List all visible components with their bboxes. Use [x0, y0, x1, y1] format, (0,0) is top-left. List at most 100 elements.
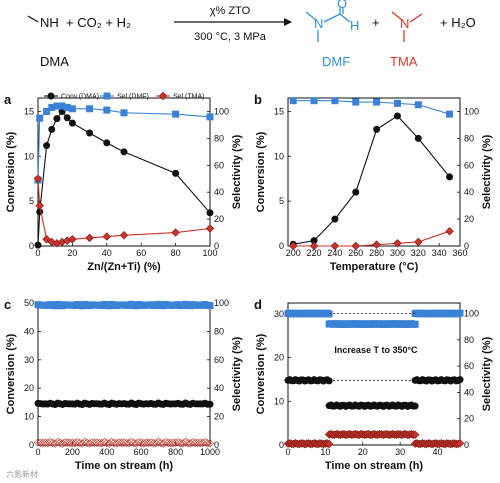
data-point — [414, 237, 423, 247]
data-point — [414, 101, 422, 109]
y-tick-label: 30 — [24, 355, 34, 365]
y2-tick-label: 80 — [464, 335, 474, 345]
dmf-n-text: N — [314, 16, 323, 31]
y-tick-label: 10 — [24, 151, 34, 161]
data-point — [156, 438, 166, 448]
x-tick-label: 340 — [432, 248, 447, 258]
data-point — [112, 439, 121, 448]
data-point — [120, 109, 128, 117]
x-tick-label: 80 — [171, 248, 181, 258]
x-tick-label: 20 — [358, 447, 368, 457]
x-axis-label: Zn/(Zn+Ti) (%) — [87, 261, 161, 273]
y-axis-label: Conversion (%) — [255, 131, 267, 212]
reagents-text: + CO₂ + H₂ — [66, 15, 131, 30]
data-point — [43, 107, 51, 115]
chart-panel-c: c0 200 400 600 800 10000102030405002040608010… — [4, 297, 243, 472]
tma-n-text: N — [400, 16, 409, 31]
x-tick-label: 40 — [102, 248, 112, 258]
y-tick-label: 40 — [24, 326, 34, 336]
data-point — [80, 437, 89, 447]
data-point — [393, 239, 402, 248]
water-text: + H₂O — [440, 15, 476, 30]
data-point — [186, 439, 195, 448]
x-tick-label: 1000 — [200, 447, 220, 457]
series-line — [293, 115, 451, 245]
y-tick-label: 10 — [274, 151, 284, 161]
dma-nh-text: NH — [40, 15, 59, 30]
y2-axis-label: Selectivity (%) — [481, 336, 493, 411]
legend-label: Sel.(TMA) — [173, 94, 205, 101]
data-point — [85, 439, 94, 448]
data-point — [105, 439, 114, 448]
data-point — [331, 97, 339, 105]
data-point — [183, 438, 193, 448]
x-tick-label: 600 — [134, 447, 149, 457]
data-point — [122, 438, 131, 448]
data-point — [456, 376, 464, 384]
data-point — [193, 438, 202, 448]
data-point — [132, 439, 141, 448]
data-point — [411, 320, 419, 328]
x-tick-label: 40 — [433, 447, 443, 457]
data-point — [173, 438, 183, 447]
data-point — [33, 438, 43, 447]
y2-tick-label: 20 — [464, 214, 474, 224]
data-point — [195, 438, 205, 448]
data-point — [117, 438, 126, 448]
data-point — [102, 438, 112, 448]
y2-axis-label: Selectivity (%) — [481, 134, 493, 209]
plus-text: + — [372, 15, 380, 30]
data-point — [205, 439, 215, 448]
data-point — [288, 241, 298, 251]
data-point — [73, 438, 82, 447]
data-point — [86, 129, 94, 137]
data-point — [191, 438, 200, 448]
data-point — [100, 437, 109, 447]
data-point — [68, 105, 76, 113]
data-point — [206, 113, 214, 121]
dmf-h-text: H — [350, 18, 359, 33]
data-point — [55, 438, 65, 448]
data-point — [372, 240, 381, 249]
y-tick-label: 10 — [274, 396, 284, 406]
data-point — [414, 134, 422, 142]
legend-marker — [103, 92, 111, 100]
y2-tick-label: 40 — [464, 187, 474, 197]
data-point — [36, 114, 44, 122]
y2-tick-label: 0 — [214, 440, 219, 450]
y2-tick-label: 60 — [464, 160, 474, 170]
data-point — [411, 402, 419, 410]
legend-marker — [158, 91, 168, 101]
data-point — [127, 437, 136, 447]
data-point — [181, 437, 190, 447]
y2-tick-label: 20 — [214, 412, 224, 422]
x-tick-label: 0 — [35, 248, 40, 258]
data-point — [139, 438, 148, 448]
x-axis-label: Temperature (°C) — [330, 261, 419, 273]
x-tick-label: 30 — [395, 447, 405, 457]
chart-panel-a: a0 20 40 60 80 100051015020406080100Zn/(Zn+Ti… — [4, 91, 243, 273]
chart-panel-d: d 0 10 20 30 40 0 10 20 30 0 20 40 60 80 100 Time on str… — [254, 297, 493, 472]
x-tick-label: 20 — [67, 248, 77, 258]
x-tick-label: 800 — [168, 447, 183, 457]
y2-tick-label: 100 — [464, 309, 479, 319]
dmf-structure: N O H — [305, 0, 359, 42]
y2-axis-label: Selectivity (%) — [231, 134, 243, 209]
y2-tick-label: 0 — [464, 440, 469, 450]
x-tick-label: 360 — [452, 248, 467, 258]
x-tick-label: 60 — [136, 248, 146, 258]
data-point — [50, 439, 60, 448]
data-point — [68, 438, 77, 448]
plot-frame-d — [287, 302, 461, 446]
y2-tick-label: 80 — [214, 133, 224, 143]
data-point — [455, 439, 465, 448]
data-point — [325, 377, 333, 385]
data-point — [146, 438, 156, 447]
plot-frame-b — [287, 97, 461, 247]
data-point — [58, 439, 67, 448]
data-point — [34, 241, 42, 249]
x-tick-label: 280 — [369, 248, 384, 258]
data-point — [119, 438, 129, 447]
data-point — [324, 439, 334, 449]
